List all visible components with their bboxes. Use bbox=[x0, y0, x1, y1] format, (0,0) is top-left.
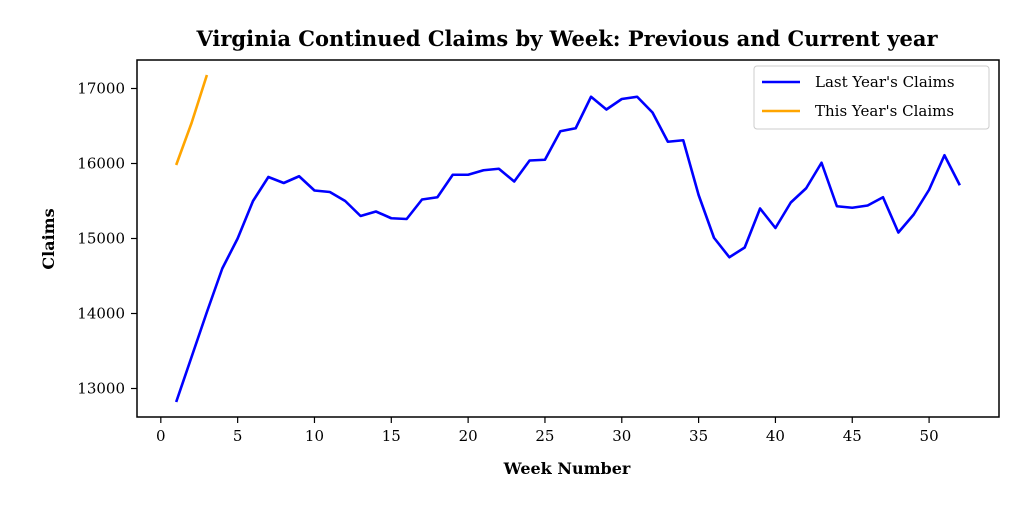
series-line-1 bbox=[174, 74, 209, 166]
x-axis: 0 5 10 15 20 25 30 35 40 45 50 bbox=[156, 417, 939, 445]
y-tick-label: 16000 bbox=[77, 155, 125, 173]
x-tick-label: 10 bbox=[305, 427, 324, 445]
y-axis: 13000 14000 15000 16000 17000 bbox=[77, 80, 137, 398]
chart-title: Virginia Continued Claims by Week: Previ… bbox=[195, 26, 938, 51]
x-tick-label: 45 bbox=[843, 427, 862, 445]
x-tick-label: 20 bbox=[459, 427, 478, 445]
y-tick-label: 13000 bbox=[77, 380, 125, 398]
legend-label-0: Last Year's Claims bbox=[815, 73, 955, 91]
y-tick-label: 17000 bbox=[77, 80, 125, 98]
x-tick-label: 50 bbox=[920, 427, 939, 445]
y-tick-label: 15000 bbox=[77, 230, 125, 248]
y-axis-label: Claims bbox=[39, 208, 58, 269]
x-tick-label: 5 bbox=[233, 427, 243, 445]
y-tick-label: 14000 bbox=[77, 305, 125, 323]
x-tick-label: 40 bbox=[766, 427, 785, 445]
x-tick-label: 0 bbox=[156, 427, 166, 445]
legend-label-1: This Year's Claims bbox=[815, 102, 954, 120]
x-tick-label: 25 bbox=[535, 427, 554, 445]
x-axis-label: Week Number bbox=[503, 459, 631, 478]
x-tick-label: 30 bbox=[612, 427, 631, 445]
x-tick-label: 15 bbox=[382, 427, 401, 445]
series-lines bbox=[174, 74, 961, 403]
legend-box bbox=[753, 65, 990, 130]
x-tick-label: 35 bbox=[689, 427, 708, 445]
series-line-0 bbox=[174, 95, 961, 403]
legend: Last Year's Claims This Year's Claims bbox=[753, 65, 990, 130]
